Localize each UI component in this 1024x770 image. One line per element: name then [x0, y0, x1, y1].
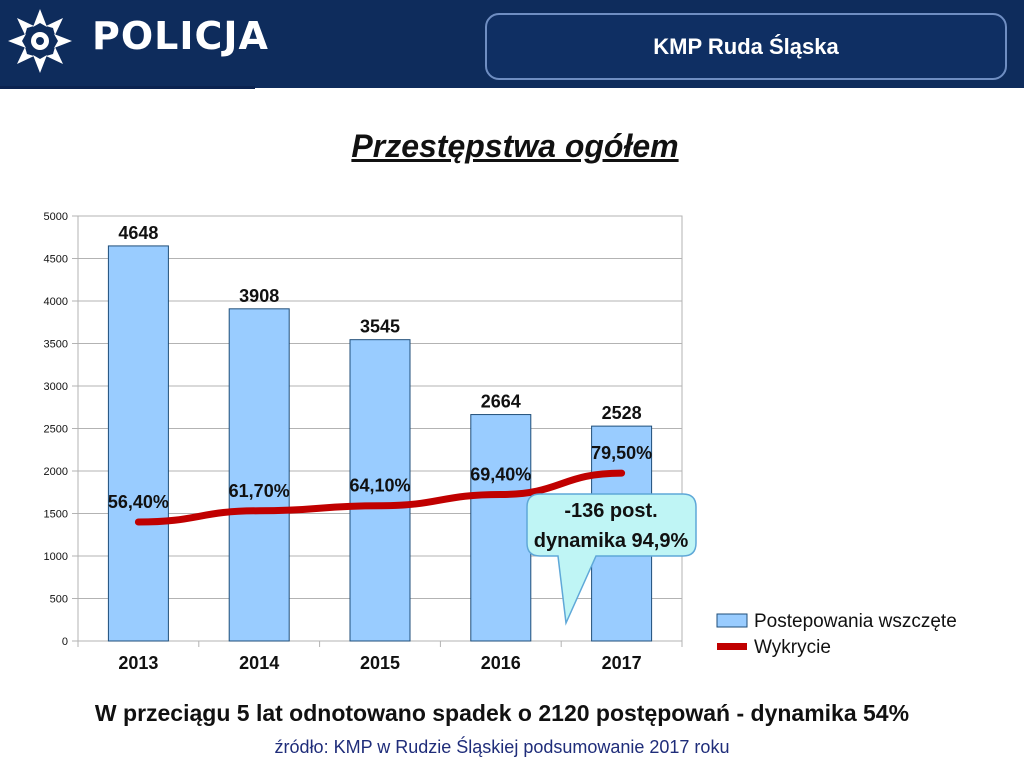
- line-value-label: 56,40%: [108, 492, 169, 512]
- chart-title: Przestępstwa ogółem: [351, 128, 679, 164]
- police-star-icon: [8, 9, 72, 73]
- x-tick-label: 2017: [602, 653, 642, 673]
- y-tick-label: 1500: [44, 509, 68, 521]
- y-tick-label: 4000: [44, 296, 68, 308]
- summary-text: W przeciągu 5 lat odnotowano spadek o 21…: [94, 700, 910, 726]
- x-tick-label: 2014: [239, 653, 279, 673]
- y-tick-label: 5000: [44, 211, 68, 223]
- source-text: źródło: KMP w Rudzie Śląskiej podsumowan…: [274, 737, 730, 757]
- bar-value-label: 3545: [360, 317, 400, 337]
- line-value-label: 79,50%: [591, 443, 652, 463]
- line-value-label: 61,70%: [229, 481, 290, 501]
- callout-line-1: -136 post.: [564, 500, 657, 522]
- callout-line-2: dynamika 94,9%: [534, 530, 689, 552]
- bar-value-label: 2528: [602, 403, 642, 423]
- y-tick-label: 2000: [44, 466, 68, 478]
- bar-value-label: 3908: [239, 286, 279, 306]
- logo-text: POLICJA: [92, 14, 269, 58]
- x-tick-label: 2015: [360, 653, 400, 673]
- bar: [107, 245, 169, 642]
- y-tick-label: 500: [50, 594, 68, 606]
- legend-label-bars: Postepowania wszczęte: [754, 611, 957, 632]
- crime-chart: 0 500 1000 1500 2000 2500 3000 3500 4000 4500 5000…: [44, 211, 957, 673]
- y-tick-label: 0: [62, 636, 68, 648]
- bar: [228, 308, 290, 642]
- y-tick-label: 2500: [44, 424, 68, 436]
- y-tick-label: 3500: [44, 339, 68, 351]
- series-line-wykrycie: [134, 469, 626, 526]
- y-tick-label: 4500: [44, 254, 68, 266]
- x-tick-label: 2013: [118, 653, 158, 673]
- legend-swatch-line: [717, 643, 747, 650]
- line-value-label: 64,10%: [349, 476, 410, 496]
- header-bar: POLICJA KMP Ruda Śląska: [0, 0, 1024, 88]
- legend-swatch-bars: [716, 613, 748, 628]
- bar: [349, 339, 411, 642]
- bar-value-label: 4648: [118, 223, 158, 243]
- x-tick-label: 2016: [481, 653, 521, 673]
- callout-bubble: [526, 493, 697, 626]
- line-value-label: 69,40%: [470, 464, 531, 484]
- unit-name-box: KMP Ruda Śląska: [485, 13, 1007, 80]
- y-tick-label: 3000: [44, 381, 68, 393]
- bar-value-label: 2664: [481, 392, 521, 412]
- legend-label-line: Wykrycie: [754, 637, 831, 658]
- header-divider: [0, 86, 255, 89]
- y-tick-label: 1000: [44, 551, 68, 563]
- bar: [470, 414, 532, 642]
